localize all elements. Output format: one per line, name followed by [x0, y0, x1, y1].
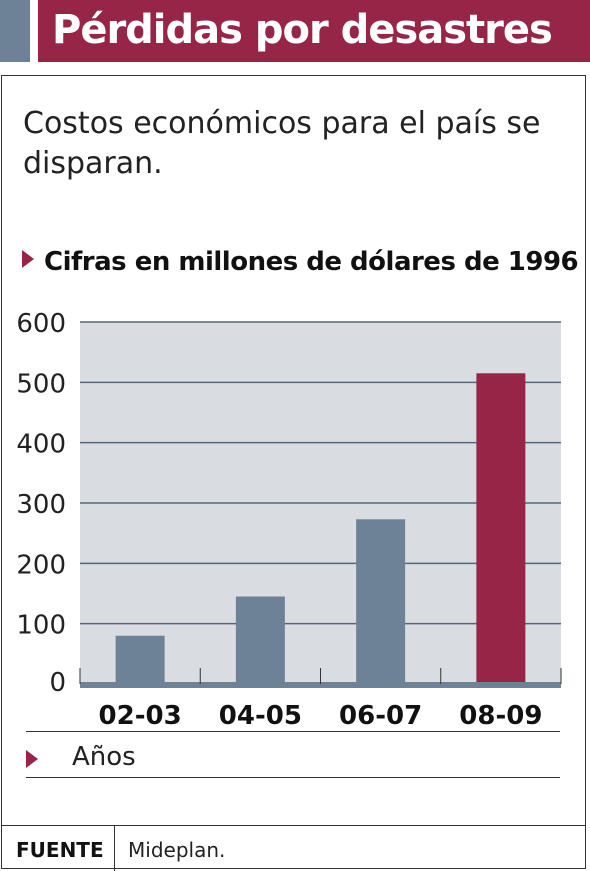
bar-06-07: [356, 519, 406, 684]
y-tick-label: 200: [16, 550, 66, 580]
years-arrow-icon: [26, 750, 38, 768]
years-rule-top: [26, 731, 560, 732]
bar-04-05: [235, 596, 285, 684]
x-axis-label: Años: [72, 742, 136, 772]
footer-separator: [114, 826, 115, 871]
bar-08-09: [476, 373, 526, 684]
chart-title: Pérdidas por desastres: [52, 7, 553, 53]
source-value: Mideplan.: [128, 838, 226, 862]
footer-divider: [1, 825, 586, 826]
source-label: FUENTE: [16, 838, 104, 862]
x-tick-label: 06-07: [339, 701, 422, 731]
chart-subtitle: Costos económicos para el país se dispar…: [23, 106, 541, 181]
y-tick-label: 0: [49, 668, 66, 698]
units-label: Cifras en millones de dólares de 1996: [44, 247, 579, 277]
x-axis-baseline: [80, 682, 561, 688]
y-tick-label: 100: [16, 611, 66, 641]
title-bar: Pérdidas por desastres: [0, 0, 590, 62]
years-rule-bottom: [26, 777, 560, 778]
bar-02-03: [115, 635, 165, 684]
y-tick-label: 600: [16, 309, 66, 339]
x-tick-label: 02-03: [99, 701, 182, 731]
chart-frame: [1, 75, 586, 869]
units-arrow-icon: [22, 250, 34, 268]
title-accent-block: [0, 0, 30, 62]
y-tick-label: 300: [16, 490, 66, 520]
x-tick-label: 08-09: [459, 701, 542, 731]
x-tick-label: 04-05: [219, 701, 302, 731]
bar-chart: 0 100 200 300 400 500 600 02-03 04-05 06-07 08-09: [16, 309, 562, 731]
title-background: [38, 0, 590, 62]
y-tick-label: 500: [16, 369, 66, 399]
y-tick-label: 400: [16, 430, 66, 460]
